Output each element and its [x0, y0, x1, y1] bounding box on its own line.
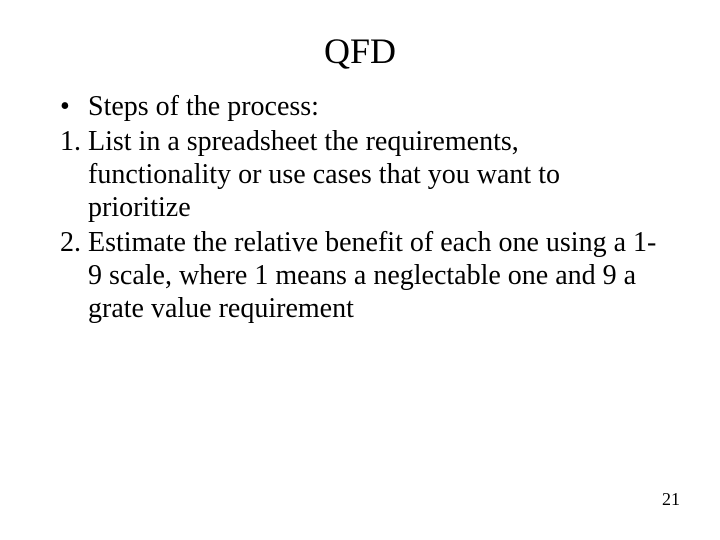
step-1: 1. List in a spreadsheet the requirement…: [60, 125, 660, 224]
bullet-item: • Steps of the process:: [60, 90, 660, 123]
slide: QFD • Steps of the process: 1. List in a…: [0, 0, 720, 540]
bullet-dot-icon: •: [60, 90, 88, 123]
page-number: 21: [662, 489, 680, 510]
slide-title: QFD: [0, 30, 720, 72]
step-2: 2. Estimate the relative benefit of each…: [60, 226, 660, 325]
slide-body: • Steps of the process: 1. List in a spr…: [60, 90, 660, 325]
bullet-text: Steps of the process:: [88, 90, 660, 123]
